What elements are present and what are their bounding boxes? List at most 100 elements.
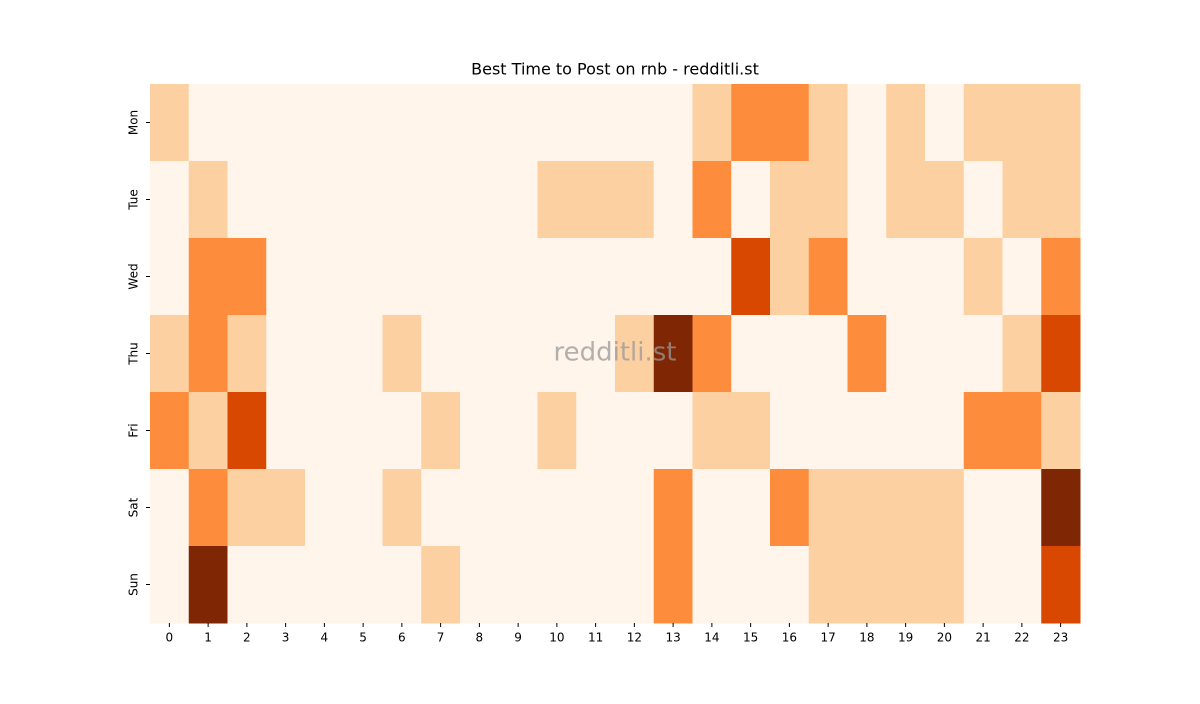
cell: [653, 161, 693, 239]
cell: [537, 84, 577, 162]
x-tick-label: 15: [743, 631, 758, 645]
cell: [886, 546, 926, 624]
x-tick-label: 12: [627, 631, 642, 645]
cell: [615, 84, 655, 162]
cell: [150, 161, 190, 239]
cell: [188, 238, 228, 316]
cell: [266, 392, 306, 470]
cell: [615, 161, 655, 239]
cell: [421, 469, 461, 547]
cell: [498, 84, 538, 162]
cell: [382, 161, 422, 239]
cell: [150, 546, 190, 624]
cell: [963, 238, 1003, 316]
cell: [188, 392, 228, 470]
y-tick-label: Sun: [127, 573, 141, 596]
cell: [382, 238, 422, 316]
cell: [886, 161, 926, 239]
cell: [343, 238, 383, 316]
cell: [615, 546, 655, 624]
cell: [382, 84, 422, 162]
cell: [227, 238, 267, 316]
cell: [421, 161, 461, 239]
cell: [576, 392, 616, 470]
cell: [460, 161, 500, 239]
cell: [460, 84, 500, 162]
cell: [1041, 161, 1081, 239]
cell: [886, 469, 926, 547]
x-tick-label: 2: [243, 631, 251, 645]
cell: [150, 392, 190, 470]
x-tick-label: 8: [476, 631, 484, 645]
cell: [227, 546, 267, 624]
x-tick-label: 0: [166, 631, 174, 645]
cell: [421, 546, 461, 624]
cell: [460, 238, 500, 316]
cell: [963, 161, 1003, 239]
watermark: redditli.st: [554, 338, 677, 368]
cell: [770, 238, 810, 316]
cell: [808, 546, 848, 624]
cell: [770, 315, 810, 393]
x-tick-label: 9: [514, 631, 522, 645]
x-tick-label: 21: [975, 631, 990, 645]
cell: [770, 392, 810, 470]
cell: [770, 546, 810, 624]
x-tick-label: 17: [820, 631, 835, 645]
cell: [1041, 238, 1081, 316]
cell: [731, 315, 771, 393]
cell: [188, 315, 228, 393]
cell: [808, 238, 848, 316]
cell: [421, 238, 461, 316]
cell: [305, 392, 345, 470]
cell: [847, 315, 887, 393]
cell: [653, 546, 693, 624]
cell: [692, 315, 732, 393]
cell: [731, 392, 771, 470]
cell: [227, 315, 267, 393]
cell: [847, 84, 887, 162]
cell: [731, 84, 771, 162]
cell: [1002, 469, 1042, 547]
cell: [343, 546, 383, 624]
cell: [653, 238, 693, 316]
cell: [925, 469, 965, 547]
cell: [266, 469, 306, 547]
cell: [305, 238, 345, 316]
y-tick-label: Mon: [127, 110, 141, 135]
cell: [692, 238, 732, 316]
cell: [305, 161, 345, 239]
cell: [576, 315, 616, 393]
cell: [305, 546, 345, 624]
x-tick-label: 20: [937, 631, 952, 645]
cell: [925, 315, 965, 393]
x-tick-label: 16: [782, 631, 797, 645]
cell: [537, 392, 577, 470]
cell: [227, 161, 267, 239]
cell: [343, 392, 383, 470]
y-tick-label: Sat: [127, 497, 141, 517]
cell: [808, 392, 848, 470]
x-tick-label: 23: [1053, 631, 1068, 645]
cell: [227, 469, 267, 547]
cell: [1041, 84, 1081, 162]
cell: [653, 392, 693, 470]
axes: 0 1 2 3 4 5 6 7 8 9 10 11 12 13 14 15 16 17 18 19 20 21 22 23Mo…: [127, 110, 1069, 645]
cell: [537, 469, 577, 547]
cell: [266, 84, 306, 162]
cell: [382, 315, 422, 393]
cell: [963, 546, 1003, 624]
cell: [847, 392, 887, 470]
cell: [150, 469, 190, 547]
cell: [847, 469, 887, 547]
x-tick-label: 4: [321, 631, 329, 645]
cell: [1041, 546, 1081, 624]
x-tick-label: 19: [898, 631, 913, 645]
x-tick-label: 7: [437, 631, 445, 645]
cell: [847, 238, 887, 316]
x-tick-label: 14: [704, 631, 719, 645]
cell: [305, 315, 345, 393]
cell: [382, 392, 422, 470]
x-tick-label: 5: [359, 631, 367, 645]
